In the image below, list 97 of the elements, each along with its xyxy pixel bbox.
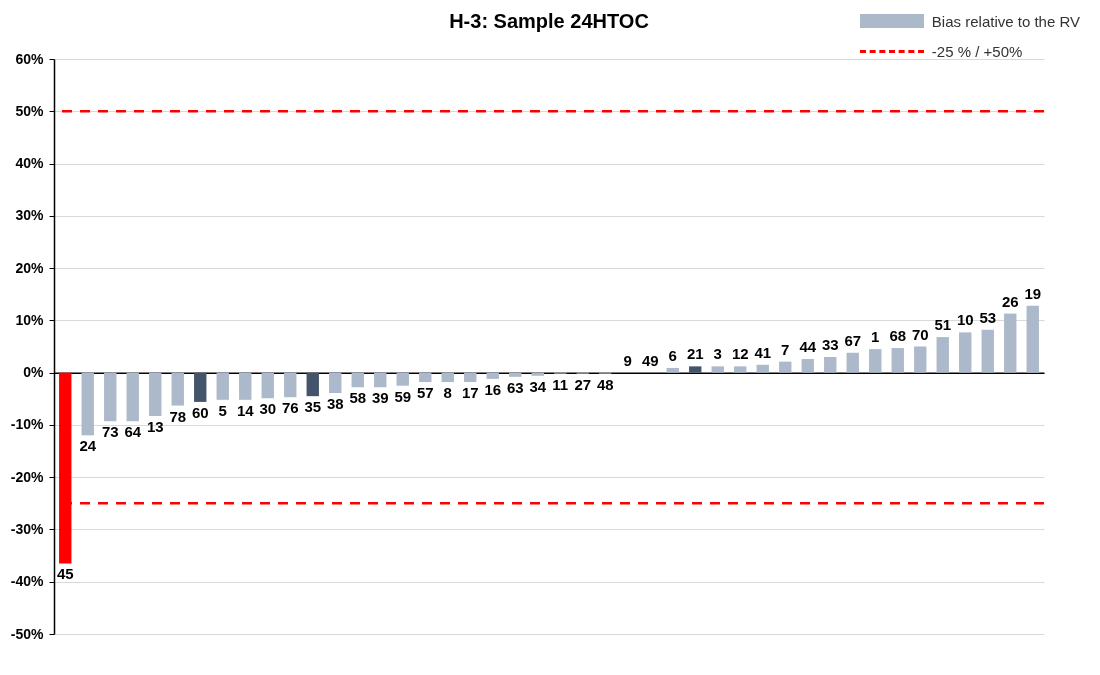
- bar: [1026, 305, 1039, 373]
- bar: [194, 372, 207, 402]
- bar: [734, 366, 747, 373]
- x-tick-label: 39: [371, 389, 389, 407]
- x-tick-label: 59: [394, 387, 412, 405]
- y-tick-label: -30%: [10, 520, 45, 537]
- legend-label: -25 % / +50%: [931, 42, 1023, 60]
- bar: [216, 372, 229, 400]
- x-tick-label: 34: [529, 377, 547, 395]
- x-tick-label: 7: [781, 340, 790, 358]
- bar: [531, 372, 544, 376]
- x-tick-label: 45: [56, 565, 74, 583]
- x-tick-label: 35: [304, 398, 322, 416]
- x-tick-label: 6: [668, 346, 677, 364]
- x-tick-label: 60: [191, 403, 209, 421]
- x-tick-label: 24: [79, 437, 97, 455]
- bar: [666, 367, 679, 373]
- bar: [396, 372, 409, 386]
- y-tick-label: -40%: [10, 573, 45, 590]
- bar: [891, 348, 904, 373]
- y-tick-label: -20%: [10, 468, 45, 485]
- bar: [261, 372, 274, 399]
- bar: [846, 352, 859, 373]
- x-tick-label: 58: [349, 389, 367, 407]
- bar: [914, 346, 927, 373]
- bar: [284, 372, 297, 398]
- bar: [824, 356, 837, 373]
- bar: [756, 364, 769, 373]
- legend-label: Bias relative to the RV: [931, 12, 1080, 30]
- x-tick-label: 70: [911, 325, 929, 343]
- bar: [711, 366, 724, 373]
- x-tick-label: 12: [731, 345, 749, 363]
- bar: [306, 372, 319, 397]
- x-tick-label: 1: [871, 328, 880, 346]
- bar: [441, 372, 454, 383]
- x-tick-label: 41: [754, 343, 772, 361]
- x-tick-label: 30: [259, 400, 277, 418]
- x-tick-label: 76: [281, 399, 299, 417]
- x-tick-label: 16: [484, 380, 502, 398]
- x-tick-label: 53: [979, 308, 997, 326]
- y-tick-label: 10%: [15, 311, 45, 328]
- bar: [936, 337, 949, 373]
- x-tick-label: 73: [101, 423, 119, 441]
- x-tick-label: 26: [1001, 292, 1019, 310]
- bar: [171, 372, 184, 406]
- x-tick-label: 64: [124, 423, 142, 441]
- x-tick-label: 78: [169, 407, 187, 425]
- y-tick-label: -10%: [10, 416, 45, 433]
- y-tick-label: 30%: [15, 207, 45, 224]
- bar: [779, 361, 792, 373]
- bar: [981, 329, 994, 373]
- x-tick-label: 49: [641, 351, 659, 369]
- bar: [1004, 313, 1017, 373]
- x-tick-label: 68: [889, 327, 907, 345]
- y-tick-label: 40%: [15, 155, 45, 172]
- x-tick-label: 33: [821, 335, 839, 353]
- x-tick-label: 63: [506, 378, 524, 396]
- x-tick-label: 9: [623, 351, 632, 369]
- bar: [509, 372, 522, 377]
- x-tick-label: 8: [443, 384, 452, 402]
- x-tick-label: 38: [326, 395, 344, 413]
- bar: [374, 372, 387, 388]
- bar: [419, 372, 432, 383]
- bar: [81, 372, 94, 436]
- x-tick-label: 14: [236, 401, 255, 419]
- bar: [104, 372, 117, 422]
- x-tick-label: 51: [934, 316, 952, 334]
- x-tick-label: 27: [574, 375, 592, 393]
- x-tick-label: 19: [1024, 284, 1042, 302]
- x-tick-label: 57: [416, 384, 434, 402]
- x-tick-label: 11: [552, 375, 569, 393]
- x-tick-label: 3: [713, 345, 722, 363]
- bar: [464, 372, 477, 383]
- x-tick-label: 13: [146, 418, 164, 436]
- chart-title: H-3: Sample 24HTOC: [449, 10, 649, 32]
- x-tick-label: 44: [799, 338, 817, 356]
- bar: [486, 372, 499, 379]
- x-tick-label: 5: [218, 401, 227, 419]
- bar: [689, 366, 702, 373]
- bar: [126, 372, 139, 422]
- x-tick-label: 17: [461, 384, 479, 402]
- y-tick-label: 20%: [15, 259, 45, 276]
- bar: [149, 372, 162, 417]
- bar: [801, 359, 814, 373]
- bar: [351, 372, 364, 388]
- bar: [869, 349, 882, 373]
- x-tick-label: 21: [686, 345, 704, 363]
- y-tick-label: -50%: [10, 625, 45, 642]
- y-tick-label: 60%: [15, 50, 45, 67]
- bar: [329, 372, 342, 394]
- x-tick-label: 48: [596, 375, 614, 393]
- y-tick-label: 0%: [23, 364, 45, 381]
- x-tick-label: 67: [844, 331, 862, 349]
- y-tick-label: 50%: [15, 102, 45, 119]
- bar: [239, 372, 252, 400]
- x-tick-label: 10: [956, 311, 974, 329]
- bar: [959, 332, 972, 373]
